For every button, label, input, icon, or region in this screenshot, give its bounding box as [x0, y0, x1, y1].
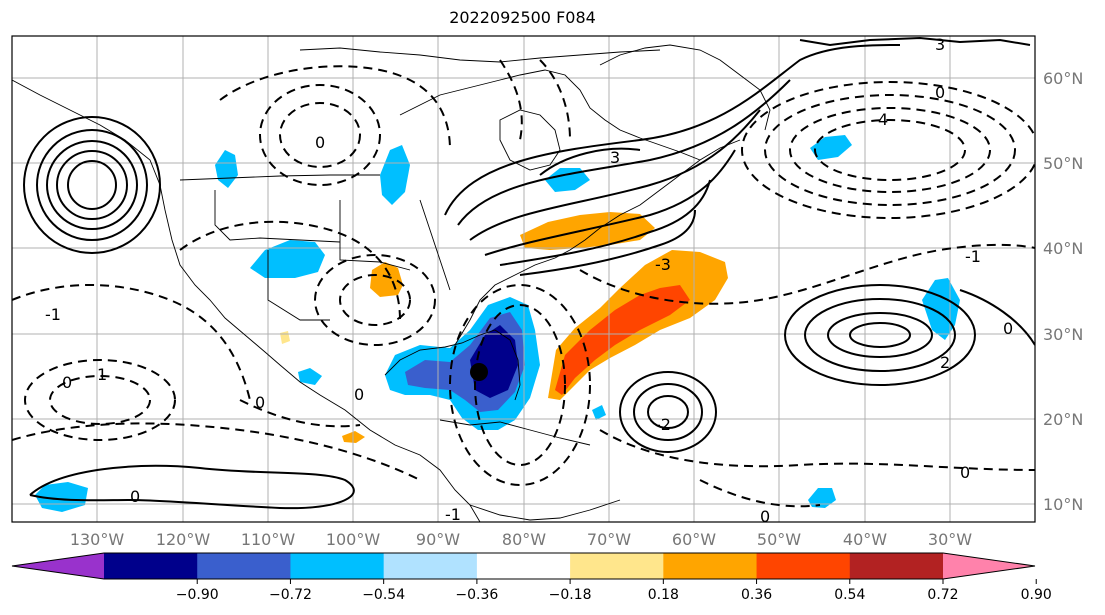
lat-label: 20°N	[1043, 410, 1083, 429]
contour-label: -2	[655, 415, 671, 434]
positive-contours	[23, 36, 1035, 510]
strong-positive-anomaly-atlantic	[555, 285, 690, 395]
lat-label: 10°N	[1043, 495, 1083, 514]
contour-label: 0	[960, 463, 970, 482]
colorbar-tick-label: −0.18	[549, 587, 592, 603]
lon-label: 70°W	[587, 530, 631, 549]
shaded-anomalies	[35, 135, 960, 512]
colorbar-tick-label: 0.54	[834, 587, 865, 603]
lat-label: 60°N	[1043, 69, 1083, 88]
contour-label: 0	[255, 393, 265, 412]
lon-label: 60°W	[672, 530, 716, 549]
colorbar-segment	[104, 553, 198, 579]
colorbar-tick-label: −0.72	[269, 587, 312, 603]
colorbar: −0.90 −0.72 −0.54 −0.36 −0.18 0.18 0.36 0.54 0.7…	[11, 552, 1052, 603]
colorbar-outline	[11, 552, 1036, 580]
contour-label: 0	[935, 83, 945, 102]
lon-label: 40°W	[843, 530, 887, 549]
lon-label: 50°W	[757, 530, 801, 549]
contour-label: 3	[610, 148, 620, 167]
contour-label: -1	[965, 247, 981, 266]
colorbar-segment	[849, 553, 944, 579]
colorbar-min-extension	[12, 553, 104, 579]
lon-label: 100°W	[326, 530, 381, 549]
negative-anomaly-mexico	[298, 368, 322, 385]
contour-label: 3	[935, 35, 945, 54]
negative-contours	[12, 59, 1035, 508]
colorbar-segment	[570, 553, 664, 579]
contour-label: 1	[97, 365, 107, 384]
contour-label: 4	[878, 110, 888, 129]
colorbar-tick-label: 0.72	[927, 587, 958, 603]
contour-label: 0	[354, 385, 364, 404]
lon-label: 110°W	[241, 530, 296, 549]
contour-label: 2	[940, 353, 950, 372]
lat-label: 50°N	[1043, 154, 1083, 173]
colorbar-tick-label: −0.36	[455, 587, 498, 603]
contour-label: -1	[45, 305, 61, 324]
colorbar-tick-label: 0.36	[741, 587, 772, 603]
contour-label: 0	[760, 507, 770, 526]
storm-center-marker	[470, 363, 488, 381]
colorbar-segment	[663, 553, 758, 579]
latitude-labels: 60°N 50°N 40°N 30°N 20°N 10°N	[1043, 69, 1083, 514]
colorbar-tick-label: −0.54	[362, 587, 405, 603]
longitude-labels: 130°W 120°W 110°W 100°W 90°W 80°W 70°W 6…	[70, 530, 972, 549]
negative-anomaly-canada	[380, 145, 410, 205]
colorbar-tick-label: 0.18	[648, 587, 679, 603]
lon-label: 30°W	[928, 530, 972, 549]
lon-label: 80°W	[502, 530, 546, 549]
map-frame	[11, 35, 1036, 523]
contour-label: 0	[315, 133, 325, 152]
colorbar-segment	[383, 553, 478, 579]
contour-label: 0	[62, 373, 72, 392]
negative-anomaly-caribbean	[592, 405, 606, 420]
colorbar-segment	[197, 553, 291, 579]
colorbar-segment	[756, 553, 851, 579]
colorbar-tick-label: −0.90	[176, 587, 219, 603]
negative-anomaly-hudson	[545, 168, 590, 192]
contour-label: 0	[130, 487, 140, 506]
contour-label: 0	[1003, 319, 1013, 338]
lat-label: 40°N	[1043, 239, 1083, 258]
colorbar-segment	[476, 553, 571, 579]
lon-label: 130°W	[70, 530, 125, 549]
lon-label: 120°W	[156, 530, 211, 549]
contour-label: -3	[655, 255, 671, 274]
negative-anomaly-rockies	[250, 240, 325, 278]
negative-anomaly-north-atlantic	[810, 135, 852, 160]
lat-label: 30°N	[1043, 325, 1083, 344]
contour-labels: 0 0 0 0 0 0 0 0 0 3 3 -3 4 -1 -1 1 2 -2 …	[45, 35, 1013, 526]
contour-label: -1	[445, 505, 461, 524]
colorbar-max-extension	[943, 553, 1035, 579]
map-title: 2022092500 F084	[449, 8, 596, 27]
colorbar-segment	[290, 553, 385, 579]
negative-anomaly-subtropical	[808, 488, 836, 508]
graticule	[12, 36, 1035, 522]
lon-label: 90°W	[416, 530, 460, 549]
colorbar-tick-label: 0.90	[1021, 587, 1052, 603]
